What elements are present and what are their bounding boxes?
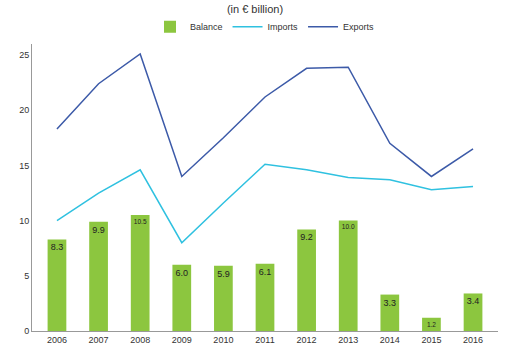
svg-text:15: 15 xyxy=(19,161,29,171)
svg-text:9.9: 9.9 xyxy=(92,225,105,235)
svg-text:8.3: 8.3 xyxy=(51,242,64,252)
svg-text:25: 25 xyxy=(19,50,29,60)
svg-text:2006: 2006 xyxy=(47,335,67,345)
svg-text:Exports: Exports xyxy=(343,22,374,32)
svg-text:2009: 2009 xyxy=(172,335,192,345)
svg-text:Imports: Imports xyxy=(268,22,299,32)
svg-text:2007: 2007 xyxy=(89,335,109,345)
svg-text:1.2: 1.2 xyxy=(427,321,436,328)
svg-text:3.4: 3.4 xyxy=(467,296,480,306)
svg-text:2008: 2008 xyxy=(130,335,150,345)
svg-text:5: 5 xyxy=(24,271,29,281)
svg-text:3.3: 3.3 xyxy=(384,298,397,308)
svg-text:2011: 2011 xyxy=(255,335,274,345)
svg-text:Balance: Balance xyxy=(190,22,223,32)
svg-text:(in € billion): (in € billion) xyxy=(227,3,283,15)
svg-text:6.1: 6.1 xyxy=(259,267,272,277)
svg-text:2012: 2012 xyxy=(297,335,317,345)
svg-text:2010: 2010 xyxy=(213,335,233,345)
svg-text:2013: 2013 xyxy=(338,335,358,345)
svg-text:20: 20 xyxy=(19,105,29,115)
svg-text:0: 0 xyxy=(24,326,29,336)
svg-text:5.9: 5.9 xyxy=(217,269,230,279)
svg-text:2016: 2016 xyxy=(463,335,483,345)
svg-text:9.2: 9.2 xyxy=(300,232,313,242)
svg-text:2015: 2015 xyxy=(421,335,441,345)
svg-text:10.0: 10.0 xyxy=(342,223,355,230)
svg-text:6.0: 6.0 xyxy=(176,268,189,278)
svg-text:10: 10 xyxy=(19,216,29,226)
svg-text:2014: 2014 xyxy=(380,335,400,345)
svg-text:10.5: 10.5 xyxy=(134,218,147,225)
